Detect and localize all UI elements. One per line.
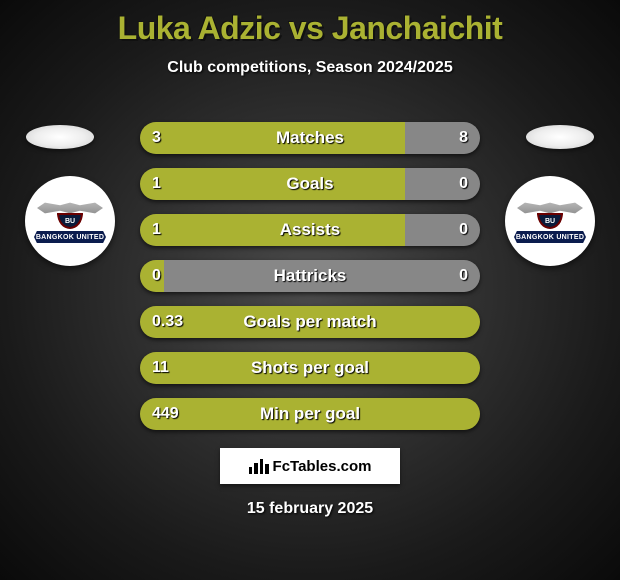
stat-bar-right bbox=[405, 122, 480, 154]
club-badge-left: BU BANGKOK UNITED bbox=[25, 176, 115, 266]
stat-bar-left bbox=[140, 214, 405, 246]
stat-bar-left bbox=[140, 306, 480, 338]
country-flag-right bbox=[526, 125, 594, 149]
stat-bar-right bbox=[405, 214, 480, 246]
stat-bar-right bbox=[405, 168, 480, 200]
club-banner-left: BANGKOK UNITED bbox=[34, 231, 106, 243]
stat-bar-left bbox=[140, 398, 480, 430]
date-label: 15 february 2025 bbox=[0, 500, 620, 518]
watermark: FcTables.com bbox=[220, 448, 400, 484]
stat-row: Min per goal449 bbox=[140, 398, 480, 430]
watermark-text: FcTables.com bbox=[273, 458, 372, 475]
club-shield-icon: BU bbox=[57, 213, 83, 229]
stat-bar-left bbox=[140, 352, 480, 384]
stat-row: Matches38 bbox=[140, 122, 480, 154]
club-shield-icon: BU bbox=[537, 213, 563, 229]
page-title: Luka Adzic vs Janchaichit bbox=[0, 10, 620, 47]
stat-bar-left bbox=[140, 168, 405, 200]
bar-chart-icon bbox=[249, 458, 269, 474]
page-subtitle: Club competitions, Season 2024/2025 bbox=[0, 59, 620, 77]
stat-row: Assists10 bbox=[140, 214, 480, 246]
club-badge-right: BU BANGKOK UNITED bbox=[505, 176, 595, 266]
stat-bar-left bbox=[140, 122, 405, 154]
stat-row: Goals10 bbox=[140, 168, 480, 200]
country-flag-left bbox=[26, 125, 94, 149]
club-banner-right: BANGKOK UNITED bbox=[514, 231, 586, 243]
stat-bar-right bbox=[164, 260, 480, 292]
stat-row: Hattricks00 bbox=[140, 260, 480, 292]
stats-bars: Matches38 Goals10 Assists10 Hattricks00 Goal… bbox=[140, 122, 480, 444]
stat-row: Shots per goal11 bbox=[140, 352, 480, 384]
stat-row: Goals per match0.33 bbox=[140, 306, 480, 338]
stat-bar-left bbox=[140, 260, 164, 292]
